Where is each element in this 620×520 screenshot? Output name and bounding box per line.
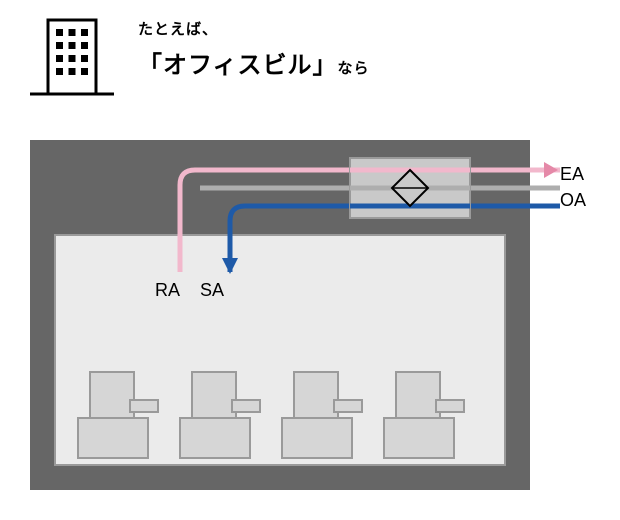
- heading-title: 「オフィスビル」なら: [138, 45, 370, 80]
- building-icon: [30, 18, 114, 101]
- label-oa: OA: [560, 190, 586, 211]
- label-sa: SA: [200, 280, 224, 301]
- header: たとえば、 「オフィスビル」なら: [30, 18, 370, 101]
- hvac-diagram: EA OA RA SA: [30, 140, 590, 490]
- heading-text: たとえば、 「オフィスビル」なら: [138, 18, 370, 80]
- arrow-ea: [544, 162, 558, 178]
- label-ea: EA: [560, 164, 584, 185]
- heading-prelude: たとえば、: [138, 18, 370, 39]
- label-ra: RA: [155, 280, 180, 301]
